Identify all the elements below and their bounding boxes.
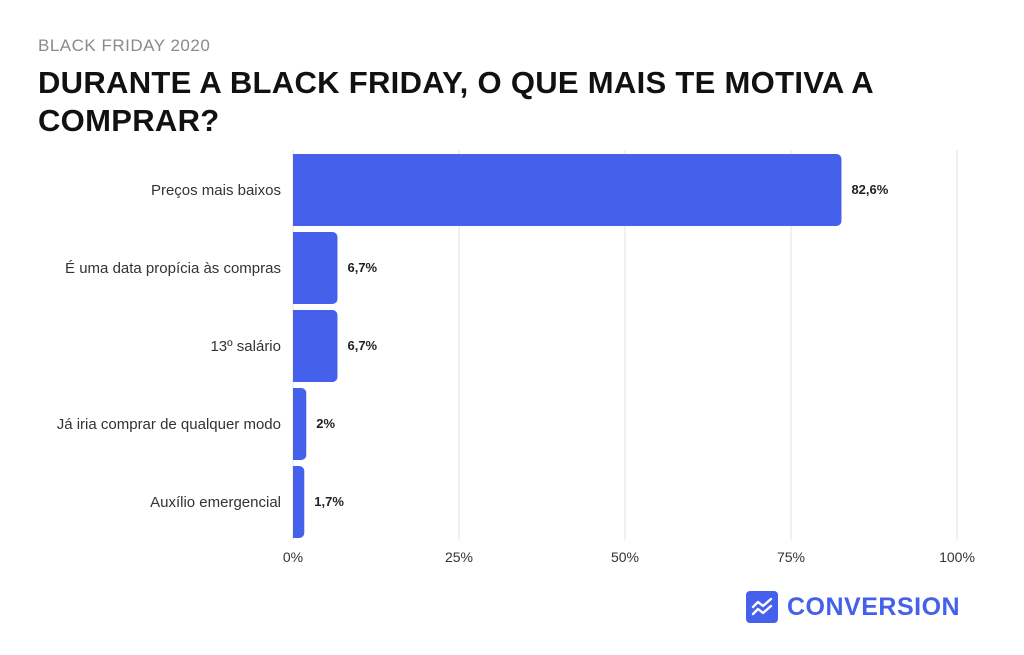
bar-base xyxy=(293,232,299,304)
x-tick-label: 0% xyxy=(283,549,303,565)
bar xyxy=(293,232,338,304)
bar xyxy=(293,310,338,382)
category-label: Já iria comprar de qualquer modo xyxy=(57,416,281,433)
bar-base xyxy=(293,154,299,226)
value-label: 6,7% xyxy=(347,260,377,275)
category-label: Auxílio emergencial xyxy=(150,494,281,511)
x-tick-label: 25% xyxy=(445,549,473,565)
chart-trend-icon xyxy=(746,591,778,623)
value-label: 82,6% xyxy=(851,182,888,197)
chart-eyebrow: BLACK FRIDAY 2020 xyxy=(38,36,211,55)
category-label: Preços mais baixos xyxy=(151,182,281,199)
bar-base xyxy=(293,466,299,538)
chart-title: DURANTE A BLACK FRIDAY, O QUE MAIS TE MO… xyxy=(38,65,873,138)
category-label: 13º salário xyxy=(210,338,281,355)
conversion-logo: CONVERSION xyxy=(746,591,960,623)
value-label: 1,7% xyxy=(314,494,344,509)
bar xyxy=(293,154,842,226)
x-tick-label: 50% xyxy=(611,549,639,565)
brand-name: CONVERSION xyxy=(787,592,961,621)
bar-base xyxy=(293,388,299,460)
category-label: É uma data propícia às compras xyxy=(65,260,281,277)
value-label: 2% xyxy=(316,416,335,431)
bar-base xyxy=(293,310,299,382)
value-label: 6,7% xyxy=(347,338,377,353)
x-tick-label: 100% xyxy=(939,549,975,565)
x-tick-label: 75% xyxy=(777,549,805,565)
